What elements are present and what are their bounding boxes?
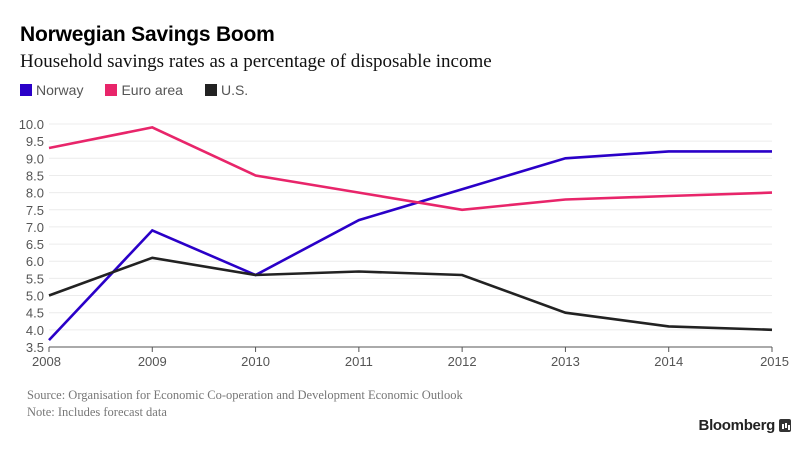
legend-swatch-norway: [20, 84, 32, 96]
y-tick-label: 9.5: [26, 134, 44, 149]
y-tick-label: 7.0: [26, 220, 44, 235]
series-line-euro-area: [48, 126, 773, 212]
y-tick-label: 8.5: [26, 168, 44, 183]
y-tick-label: 6.5: [26, 237, 44, 252]
x-tick-label: 2013: [551, 354, 580, 369]
y-tick-label: 4.5: [26, 306, 44, 321]
x-tick-label: 2008: [32, 354, 61, 369]
legend-label-euro-area: Euro area: [121, 82, 183, 98]
y-tick-label: 3.5: [26, 340, 44, 355]
chart-subtitle: Household savings rates as a percentage …: [20, 51, 492, 72]
series-line-norway: [48, 150, 772, 341]
legend-item-us: U.S.: [204, 82, 249, 98]
x-tick-label: 2010: [241, 354, 270, 369]
legend: Norway Euro area U.S.: [20, 82, 248, 98]
y-tick-label: 9.0: [26, 151, 44, 166]
y-tick-label: 10.0: [19, 117, 44, 132]
legend-swatch-euro-area: [105, 84, 118, 96]
legend-item-euro-area: Euro area: [105, 82, 183, 98]
legend-swatch-us: [204, 84, 217, 96]
x-tick-label: 2009: [138, 354, 167, 369]
x-tick-label: 2011: [345, 354, 373, 369]
y-tick-label: 7.5: [26, 203, 44, 218]
x-tick-label: 2012: [448, 354, 477, 369]
legend-label-us: U.S.: [220, 82, 249, 98]
forecast-note: Note: Includes forecast data: [27, 405, 167, 419]
x-tick-label: 2015: [760, 354, 789, 369]
x-tick-label: 2014: [654, 354, 683, 369]
y-tick-label: 5.0: [26, 289, 44, 304]
bloomberg-logo: Bloomberg: [699, 417, 791, 434]
brand-name: Bloomberg: [698, 417, 776, 434]
y-tick-label: 6.0: [26, 254, 44, 269]
y-tick-label: 8.0: [26, 186, 44, 201]
y-tick-label: 5.5: [26, 271, 44, 286]
chart-title: Norwegian Savings Boom: [20, 23, 275, 46]
source-note: Source: Organisation for Economic Co-ope…: [27, 388, 463, 402]
legend-item-norway: Norway: [20, 82, 83, 98]
y-tick-label: 4.0: [26, 323, 44, 338]
legend-label-norway: Norway: [36, 82, 84, 98]
bloomberg-chart-icon: [779, 419, 791, 432]
series-line-u-s: [48, 256, 773, 332]
